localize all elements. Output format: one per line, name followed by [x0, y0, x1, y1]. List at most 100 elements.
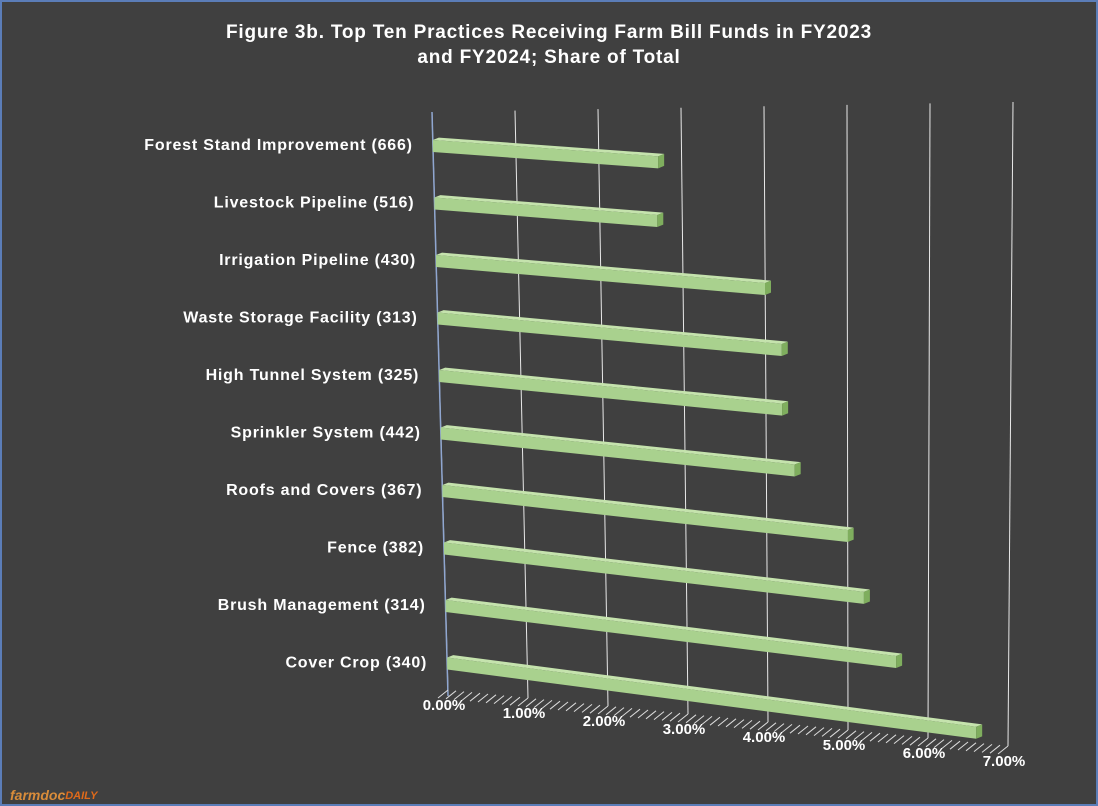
y-tick-label: Livestock Pipeline (516) — [214, 195, 415, 212]
bar-end — [976, 724, 983, 739]
bar-front — [432, 140, 659, 169]
floor-hatch — [541, 700, 553, 709]
bar — [439, 367, 789, 416]
bar — [440, 425, 801, 477]
bar-top — [444, 540, 870, 592]
floor-hatch — [509, 696, 521, 706]
bar-end — [782, 401, 789, 416]
floor-hatch — [717, 717, 729, 727]
x-tick-label: 0.00% — [423, 697, 466, 714]
floor-hatch — [517, 697, 529, 707]
bar-top — [440, 425, 801, 465]
bar-front — [439, 370, 783, 416]
floor-hatch — [629, 708, 641, 718]
floor-hatch — [485, 694, 497, 704]
bar-front — [436, 255, 765, 295]
bar — [437, 310, 788, 356]
bar-front — [434, 197, 658, 228]
grid-line — [680, 107, 689, 715]
floor-hatch — [861, 732, 873, 741]
floor-hatch — [645, 710, 657, 720]
floor-hatch — [941, 740, 953, 749]
floor-hatch — [661, 712, 673, 721]
floor-hatch — [573, 703, 585, 712]
y-tick-label: Waste Storage Facility (313) — [183, 310, 417, 327]
floor-hatch — [909, 736, 921, 746]
grid-line — [927, 103, 931, 739]
floor-hatch — [589, 704, 601, 714]
x-tick-label: 2.00% — [583, 713, 626, 730]
floor-hatch — [477, 693, 489, 703]
bar-front — [437, 312, 782, 356]
logo: farmdocDAILY — [10, 787, 99, 803]
bar-front — [445, 600, 897, 668]
floor-hatch — [725, 718, 737, 728]
floor-hatch — [813, 727, 825, 736]
floor-hatch — [445, 690, 457, 700]
floor-hatch — [997, 745, 1009, 755]
bar-top — [447, 655, 983, 727]
floor-hatch — [853, 731, 865, 740]
bar-end — [781, 341, 788, 356]
floor-hatch — [757, 721, 769, 731]
bar — [447, 655, 983, 739]
bar-front — [447, 657, 977, 739]
y-tick-label: Sprinkler System (442) — [231, 425, 421, 442]
x-tick-label: 4.00% — [743, 729, 786, 746]
floor-hatch — [773, 723, 785, 732]
bar-front — [442, 485, 848, 542]
floor-hatch — [877, 733, 889, 743]
x-tick-label: 1.00% — [503, 705, 546, 722]
y-tick-label: Fence (382) — [327, 540, 424, 557]
floor-hatch — [525, 698, 537, 708]
floor-hatch — [973, 743, 985, 752]
x-tick-label: 7.00% — [983, 753, 1026, 770]
floor-hatch — [605, 706, 617, 716]
floor-hatch — [869, 732, 881, 742]
bar-top — [432, 137, 665, 157]
floor-hatch — [493, 695, 505, 704]
bar-end — [765, 280, 771, 295]
floor-hatch — [549, 700, 561, 710]
floor-hatch — [901, 736, 913, 745]
grid-line — [763, 106, 769, 723]
bar-top — [437, 310, 788, 344]
y-tick-label: Forest Stand Improvement (666) — [144, 137, 413, 154]
floor-hatch — [989, 744, 1001, 754]
floor-hatch — [965, 742, 977, 752]
floor-hatch — [437, 689, 449, 699]
bar — [445, 597, 903, 668]
floor-hatch — [565, 702, 577, 712]
floor-hatch — [789, 724, 801, 734]
bar-end — [863, 589, 870, 604]
x-tick-label: 6.00% — [903, 745, 946, 762]
floor-hatch — [829, 728, 841, 738]
bar-front — [440, 427, 795, 477]
floor-hatch — [597, 705, 609, 715]
floor-hatch — [845, 730, 857, 740]
floor-hatch — [501, 696, 513, 705]
floor-hatch — [957, 741, 969, 751]
x-tick-label: 5.00% — [823, 737, 866, 754]
y-tick-label: Irrigation Pipeline (430) — [219, 252, 416, 269]
y-tick-label: High Tunnel System (325) — [206, 367, 420, 384]
floor-hatch — [677, 713, 689, 723]
bar — [436, 252, 771, 295]
grid-line — [1007, 101, 1014, 747]
floor-hatch — [821, 728, 833, 737]
floor-hatch — [933, 739, 945, 748]
floor-hatch — [685, 714, 697, 724]
bar-end — [657, 212, 664, 228]
logo-accent: DAILY — [65, 790, 99, 802]
bar-top — [439, 367, 789, 404]
bar — [434, 195, 664, 228]
floor-hatch — [741, 720, 753, 729]
floor-hatch — [749, 720, 761, 730]
chart-title: and FY2024; Share of Total — [417, 47, 680, 68]
bar-end — [847, 527, 854, 542]
floor-hatch — [621, 708, 633, 717]
floor-hatch — [805, 726, 817, 736]
bar — [432, 137, 665, 169]
floor-hatch — [797, 725, 809, 735]
